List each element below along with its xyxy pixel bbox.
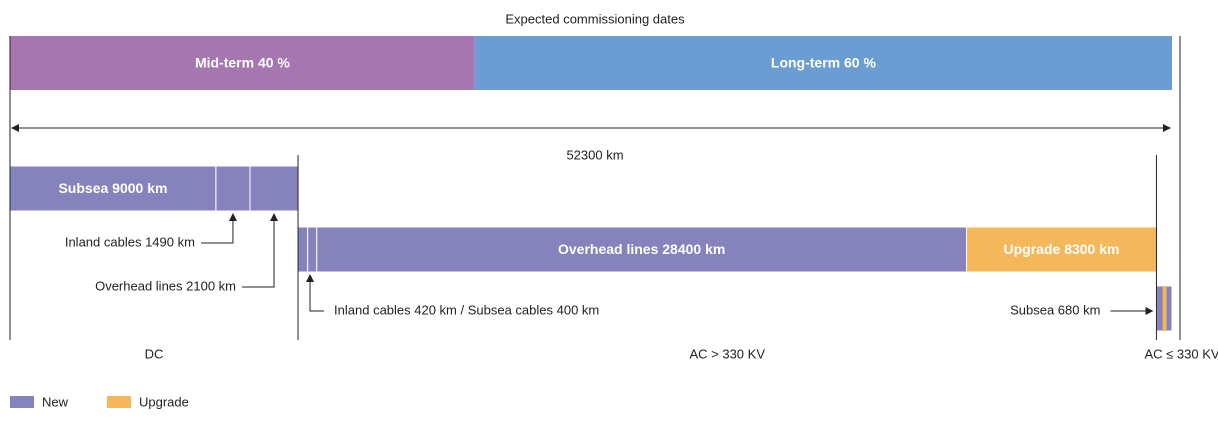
segment bbox=[307, 226, 318, 273]
callout-label: Inland cables 1490 km bbox=[65, 234, 195, 249]
total-label: 52300 km bbox=[566, 147, 623, 162]
segment bbox=[297, 226, 309, 273]
timeline-segment bbox=[10, 36, 475, 90]
group-label: DC bbox=[145, 346, 164, 361]
title: Expected commissioning dates bbox=[505, 11, 685, 26]
segment bbox=[966, 226, 1157, 273]
segment bbox=[249, 165, 299, 212]
segment-label: Overhead lines 28400 km bbox=[558, 241, 725, 257]
segment bbox=[215, 165, 251, 212]
segment bbox=[316, 226, 968, 273]
timeline-label: Mid-term 40 % bbox=[195, 55, 290, 71]
timeline-segment bbox=[474, 36, 1172, 90]
legend-label: Upgrade bbox=[139, 394, 189, 409]
callout-label: Overhead lines 2100 km bbox=[95, 278, 236, 293]
legend-swatch bbox=[107, 396, 131, 408]
callout-arrow bbox=[242, 213, 279, 288]
segment-label: Upgrade 8300 km bbox=[1004, 241, 1120, 257]
segment-stripe bbox=[1162, 286, 1167, 331]
legend-swatch bbox=[10, 396, 34, 408]
callout-arrow bbox=[306, 274, 325, 312]
group-label: AC > 330 KV bbox=[689, 346, 765, 361]
callout-label: Inland cables 420 km / Subsea cables 400… bbox=[334, 302, 599, 317]
callout-label: Subsea 680 km bbox=[1010, 302, 1100, 317]
legend-label: New bbox=[42, 394, 69, 409]
group-label: AC ≤ 330 KV bbox=[1144, 346, 1218, 361]
timeline-label: Long-term 60 % bbox=[771, 55, 877, 71]
callout-arrow bbox=[200, 213, 237, 244]
segment-label: Subsea 9000 km bbox=[58, 180, 167, 196]
